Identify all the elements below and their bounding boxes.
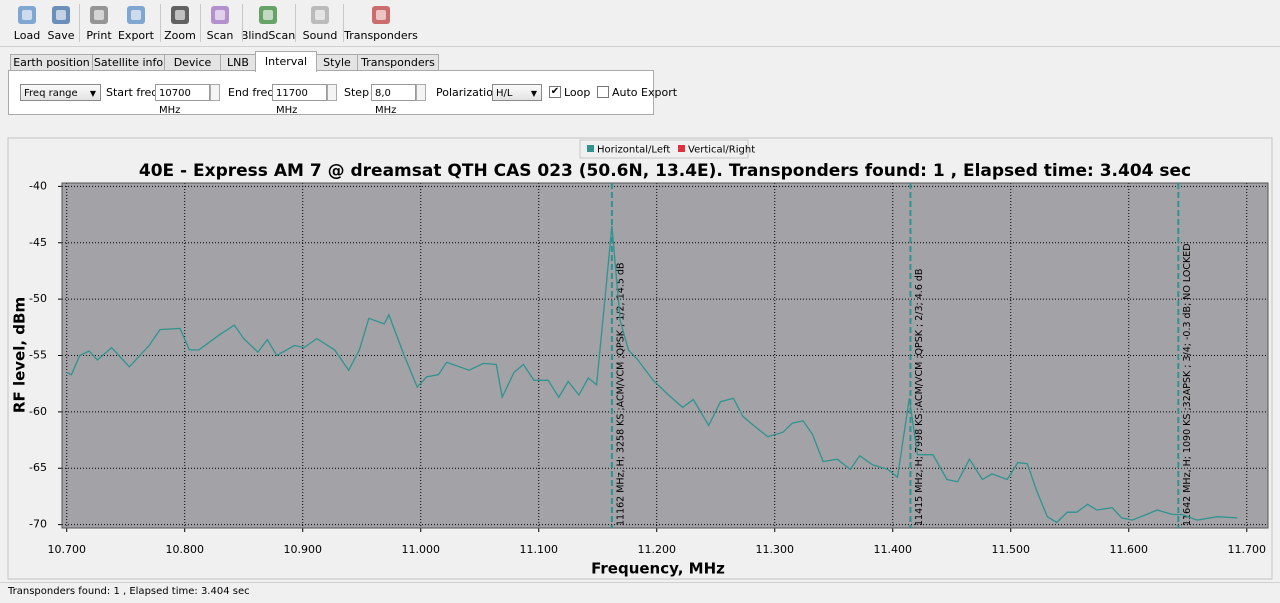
toolbar-icon	[127, 6, 145, 24]
toolbar-separator	[343, 4, 344, 42]
x-tick-label: 10.700	[47, 543, 86, 556]
start-freq-input[interactable]: 10700 MHz	[155, 84, 210, 116]
status-divider	[0, 582, 1280, 583]
toolbar-icon	[171, 6, 189, 24]
toolbar-label: Print	[86, 29, 112, 42]
auto-export-checkbox[interactable]	[597, 86, 609, 98]
loop-label: Loop	[564, 86, 591, 99]
legend-label: Vertical/Right	[688, 145, 755, 156]
toolbar-label: Export	[117, 29, 154, 42]
toolbar-separator	[242, 4, 243, 42]
polarization-select[interactable]: H/L ▼	[492, 84, 542, 101]
step-spinner[interactable]	[416, 84, 426, 101]
x-tick-label: 11.200	[637, 543, 676, 556]
auto-export-label: Auto Export	[612, 86, 678, 99]
y-axis-label: RF level, dBm	[11, 297, 29, 413]
legend-box	[579, 139, 749, 159]
y-tick-label: -60	[29, 405, 47, 418]
legend-swatch	[678, 145, 685, 152]
toolbar-divider	[0, 46, 1280, 47]
plot-border	[61, 182, 1269, 529]
polarization-value: H/L	[496, 88, 513, 99]
end-freq-spinner[interactable]	[327, 84, 337, 101]
toolbar-button[interactable]: Save	[41, 2, 81, 44]
tab[interactable]: Device	[164, 54, 221, 71]
tab[interactable]: Transponders	[357, 54, 439, 71]
toolbar-button[interactable]: Transponders	[344, 2, 418, 44]
tab[interactable]: Satellite info	[92, 54, 165, 71]
legend-swatch	[587, 145, 594, 152]
toolbar-label: BlindScan	[240, 29, 296, 42]
x-axis-label: Frequency, MHz	[591, 560, 725, 578]
mode-select[interactable]: Freq range ▼	[20, 84, 101, 101]
toolbar-separator	[79, 4, 80, 42]
x-tick-label: 10.900	[283, 543, 322, 556]
x-tick-label: 11.400	[873, 543, 912, 556]
toolbar-icon	[211, 6, 229, 24]
tab[interactable]: Interval	[255, 51, 317, 72]
end-freq-input[interactable]: 11700 MHz	[272, 84, 327, 116]
toolbar-icon	[90, 6, 108, 24]
y-tick-label: -65	[29, 461, 47, 474]
x-tick-label: 11.500	[992, 543, 1031, 556]
toolbar-button[interactable]: Zoom	[160, 2, 200, 44]
toolbar-label: Save	[47, 29, 75, 42]
toolbar-button[interactable]: Print	[79, 2, 119, 44]
start-freq-label: Start freq	[106, 86, 159, 99]
toolbar-label: Scan	[206, 29, 234, 42]
x-tick-label: 10.800	[165, 543, 204, 556]
transponder-label: 11642 MHz, H; 1090 KS ;32APSK ; 3/4; -0.…	[1182, 243, 1193, 526]
loop-checkbox[interactable]: ✔	[549, 86, 561, 98]
toolbar-button[interactable]: Sound	[300, 2, 340, 44]
series-line	[66, 225, 1238, 524]
status-bar-text: Transponders found: 1 , Elapsed time: 3.…	[8, 586, 250, 597]
y-tick-label: -55	[29, 349, 47, 362]
step-label: Step	[344, 86, 370, 99]
chart-title: 40E - Express AM 7 @ dreamsat QTH CAS 02…	[139, 161, 1191, 181]
start-freq-spinner[interactable]	[210, 84, 220, 101]
polarization-label: Polarization	[436, 86, 500, 99]
y-tick-label: -45	[29, 236, 47, 249]
toolbar-icon	[18, 6, 36, 24]
step-input[interactable]: 8,0 MHz	[371, 84, 416, 116]
tab[interactable]: Earth position	[10, 54, 93, 71]
toolbar-icon	[259, 6, 277, 24]
legend-label: Horizontal/Left	[597, 145, 670, 156]
end-freq-label: End freq	[228, 86, 275, 99]
y-tick-label: -70	[29, 518, 47, 531]
toolbar-separator	[200, 4, 201, 42]
x-tick-label: 11.100	[519, 543, 558, 556]
tab[interactable]: Style	[316, 54, 358, 71]
toolbar-label: Sound	[302, 29, 338, 42]
mode-value: Freq range	[24, 88, 78, 99]
toolbar-button[interactable]: Scan	[200, 2, 240, 44]
toolbar-separator	[160, 4, 161, 42]
toolbar-icon	[52, 6, 70, 24]
x-tick-label: 11.000	[401, 543, 440, 556]
transponder-label: 11415 MHz, H; 7998 KS ;ACM/VCM ;QPSK ; 2…	[914, 269, 925, 526]
x-tick-label: 11.700	[1228, 543, 1267, 556]
toolbar-icon	[311, 6, 329, 24]
toolbar-label: Load	[13, 29, 41, 42]
y-tick-label: -50	[29, 292, 47, 305]
toolbar-label: Zoom	[164, 29, 196, 42]
toolbar: Load Save Print Export Zoom Scan BlindScan Soun…	[0, 0, 1280, 46]
tab[interactable]: LNB	[220, 54, 256, 71]
toolbar-separator	[295, 4, 296, 42]
toolbar-button[interactable]: Load	[7, 2, 47, 44]
x-tick-label: 11.600	[1110, 543, 1149, 556]
transponder-label: 11162 MHz, H; 3258 KS ;ACM/VCM ;QPSK ; 1…	[615, 263, 626, 527]
toolbar-label: Transponders	[344, 29, 418, 42]
toolbar-button[interactable]: BlindScan	[241, 2, 295, 44]
toolbar-icon	[372, 6, 390, 24]
y-tick-label: -40	[29, 179, 47, 192]
toolbar-button[interactable]: Export	[116, 2, 156, 44]
x-tick-label: 11.300	[755, 543, 794, 556]
